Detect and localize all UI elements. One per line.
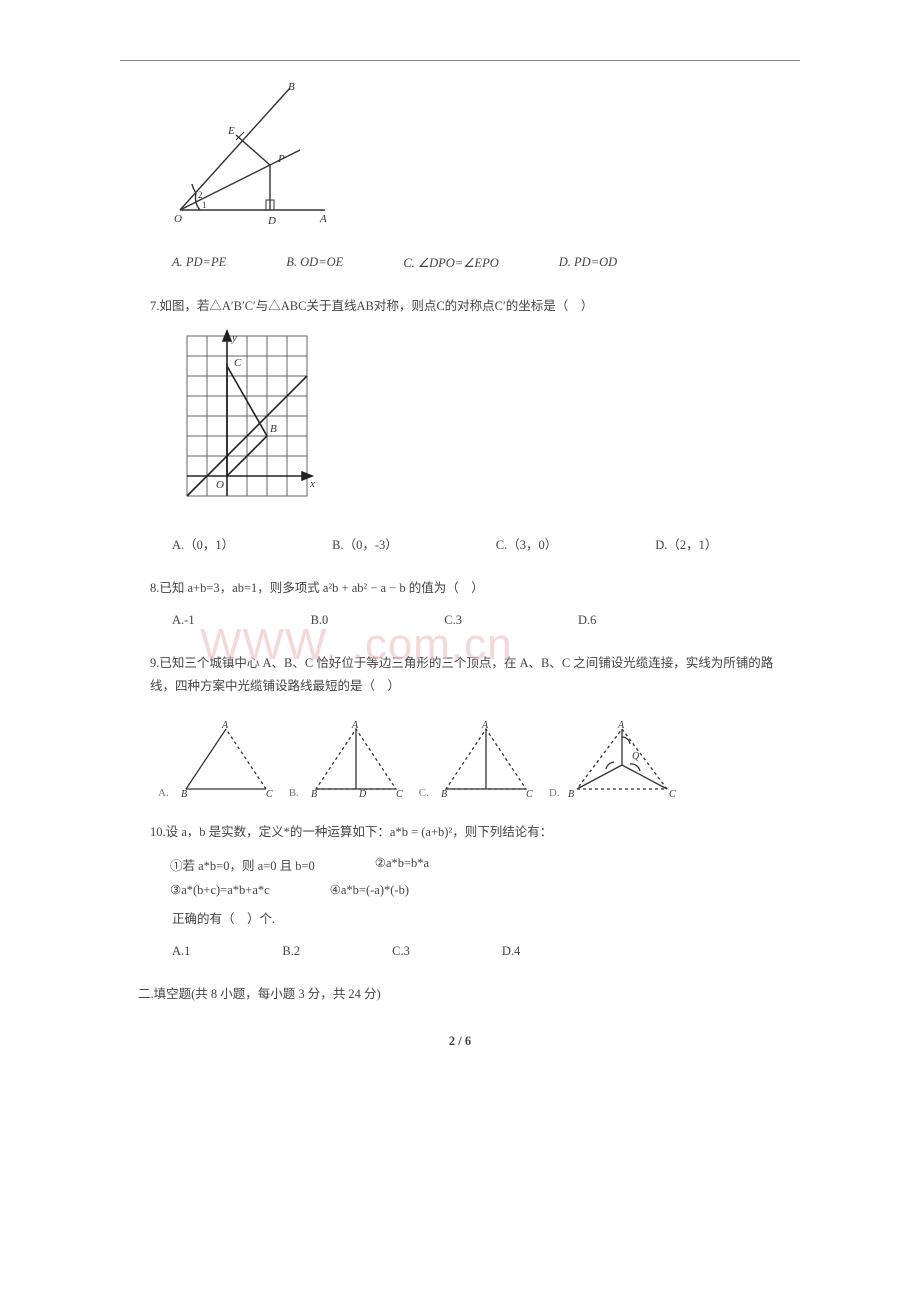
q7-opt-b: B.（0，-3）: [332, 534, 398, 553]
svg-text:B: B: [568, 789, 574, 799]
q7-options: A.（0，1） B.（0，-3） C.（3，0） D.（2，1）: [172, 534, 790, 553]
q8-opt-b: B.0: [311, 613, 329, 628]
q10-text: 10.设 a，b 是实数，定义*的一种运算如下：a*b = (a+b)²，则下列…: [150, 821, 790, 845]
svg-text:B: B: [441, 789, 447, 799]
q6-label-b: B: [288, 81, 295, 93]
q7-label-x: x: [309, 478, 315, 490]
q10-opt-c: C.3: [392, 944, 410, 959]
svg-text:B: B: [311, 789, 317, 799]
svg-text:C: C: [266, 789, 273, 799]
q7-opt-a: A.（0，1）: [172, 534, 234, 553]
q9-fig-b: A B C D: [301, 719, 411, 799]
q7-label-y: y: [231, 332, 237, 344]
svg-text:B: B: [181, 789, 187, 799]
q6-label-a: A: [319, 213, 327, 225]
svg-text:C: C: [669, 789, 676, 799]
q6-opt-c: C. ∠DPO=∠EPO: [403, 255, 498, 271]
q6-opt-a: A. PD=PE: [172, 255, 226, 271]
q9-fig-a: A B C: [171, 719, 281, 799]
svg-text:A: A: [481, 720, 489, 731]
q9-opt-b-label: B.: [289, 787, 299, 799]
q7-opt-d: D.（2，1）: [655, 534, 717, 553]
q6-opt-d: D. PD=OD: [559, 255, 617, 271]
q6-label-d: D: [267, 215, 276, 227]
q6-label-2: 2: [198, 190, 203, 200]
q8-options: A.-1 B.0 C.3 D.6: [172, 613, 790, 628]
q7-label-c: C: [234, 357, 242, 369]
svg-text:A: A: [617, 720, 625, 731]
q9-text: 9.已知三个城镇中心 A、B、C 恰好位于等边三角形的三个顶点，在 A、B、C …: [150, 652, 790, 700]
q10-opt-a: A.1: [172, 944, 190, 959]
q8-opt-c: C.3: [444, 613, 462, 628]
q7-opt-c: C.（3，0）: [496, 534, 557, 553]
svg-text:C: C: [526, 789, 533, 799]
q6-label-1: 1: [202, 200, 207, 210]
q9-fig-d: A B C Q: [562, 719, 692, 799]
svg-text:D: D: [358, 789, 367, 799]
q9-figures: A. A B C B.: [158, 719, 790, 799]
q10-s1: ①若 a*b=0，则 a=0 且 b=0: [170, 855, 315, 874]
q10-tail: 正确的有（ ）个.: [172, 908, 790, 932]
q10-s4: ④a*b=(-a)*(-b): [330, 882, 409, 898]
q6-figure: O A B D E P 1 2: [170, 80, 790, 235]
q7-figure: O C B x y: [170, 329, 790, 514]
section-2-heading: 二.填空题(共 8 小题，每小题 3 分，共 24 分): [138, 983, 790, 1007]
svg-text:A: A: [221, 720, 229, 731]
q9-fig-c: A B C: [431, 719, 541, 799]
q7-label-o: O: [216, 479, 224, 491]
svg-text:A: A: [351, 720, 359, 731]
q6-label-p: P: [277, 153, 285, 165]
q9-opt-d-label: D.: [549, 787, 560, 799]
q9-opt-c-label: C.: [419, 787, 429, 799]
q10-opt-d: D.4: [502, 944, 520, 959]
q8-opt-a: A.-1: [172, 613, 195, 628]
q8-opt-d: D.6: [578, 613, 596, 628]
q9-opt-a-label: A.: [158, 787, 169, 799]
q6-options: A. PD=PE B. OD=OE C. ∠DPO=∠EPO D. PD=OD: [172, 255, 790, 271]
svg-text:Q: Q: [632, 751, 640, 762]
svg-text:C: C: [396, 789, 403, 799]
page-number: 2 / 6: [130, 1034, 790, 1049]
q6-label-o: O: [174, 213, 182, 225]
q7-label-b: B: [270, 423, 277, 435]
q6-label-e: E: [227, 125, 235, 137]
q8-text: 8.已知 a+b=3，ab=1，则多项式 a²b + ab² − a − b 的…: [150, 577, 790, 601]
page-content: O A B D E P 1 2 A. PD=PE B. OD=OE C. ∠DP…: [0, 0, 920, 1089]
q10-opt-b: B.2: [282, 944, 300, 959]
q7-text: 7.如图，若△A′B′C′与△ABC关于直线AB对称，则点C的对称点C′的坐标是…: [150, 295, 790, 319]
q10-options: A.1 B.2 C.3 D.4: [172, 944, 790, 959]
q10-s2: ②a*b=b*a: [375, 855, 429, 874]
q6-opt-b: B. OD=OE: [286, 255, 343, 271]
page-top-rule: [120, 60, 800, 61]
q10-s3: ③a*(b+c)=a*b+a*c: [170, 882, 270, 898]
